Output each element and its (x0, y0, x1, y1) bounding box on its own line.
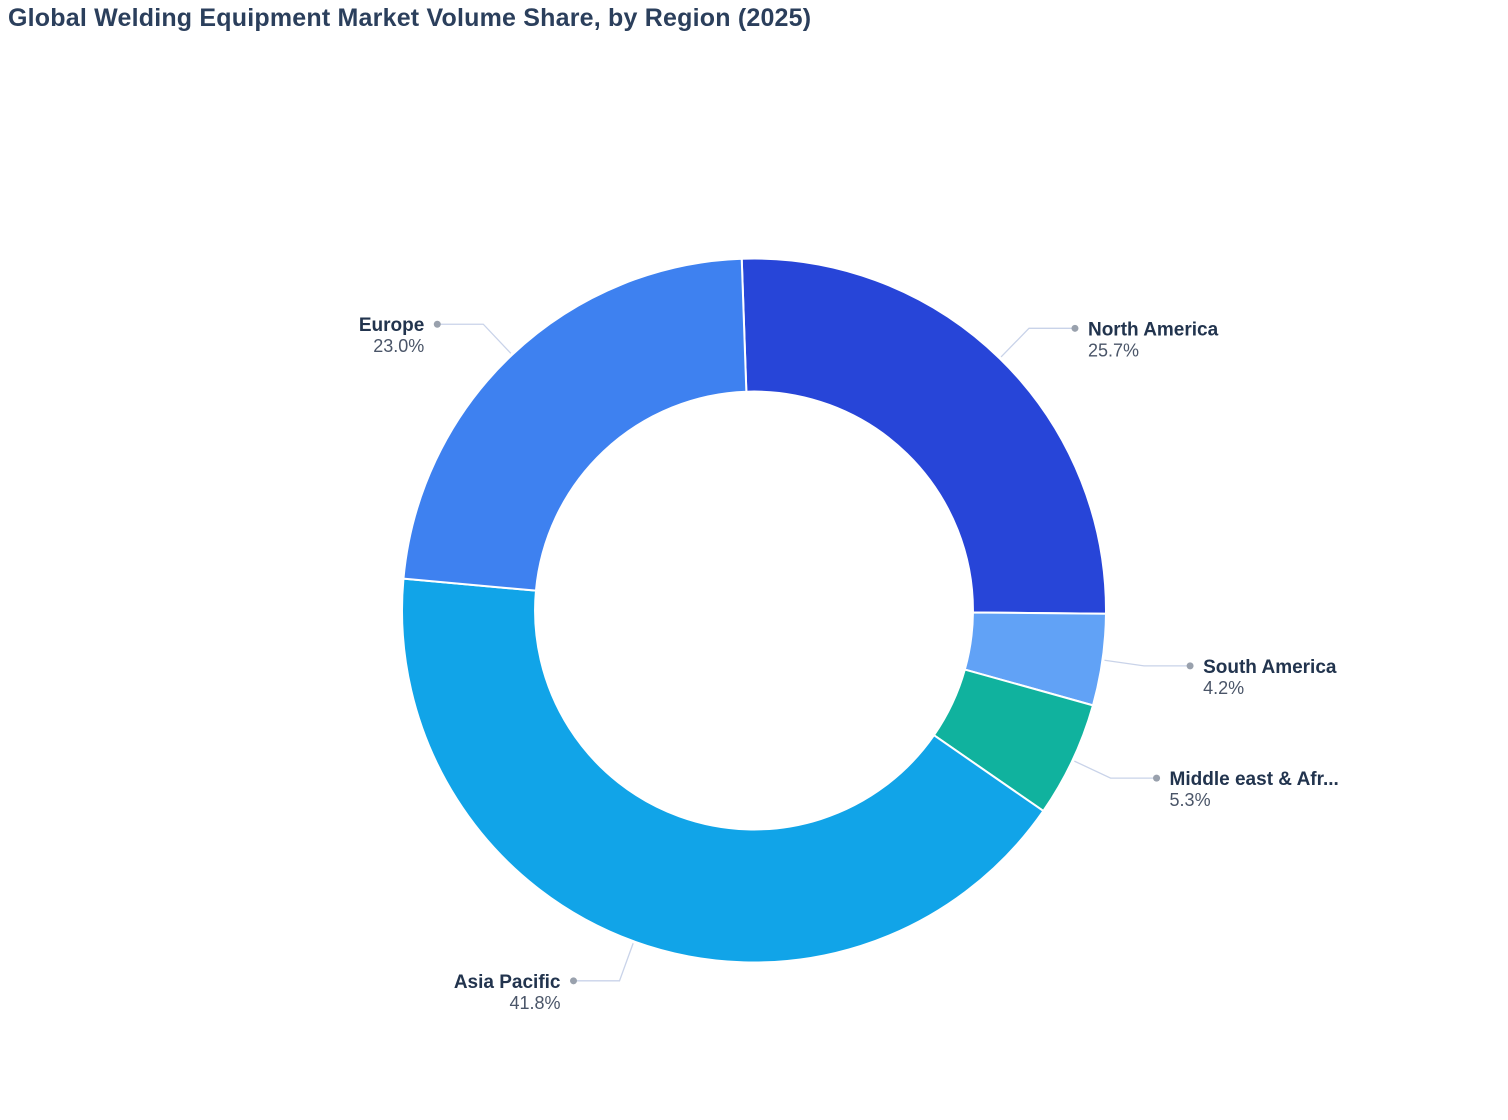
slice-value-europe: 23.0% (373, 336, 424, 356)
chart-title: Global Welding Equipment Market Volume S… (8, 4, 812, 32)
slice-value-south-america: 4.2% (1203, 678, 1244, 698)
slice-label-asia-pacific: Asia Pacific (454, 972, 561, 993)
leader-line-middle-east-afr (1074, 760, 1157, 779)
slice-label-north-america: North America (1088, 319, 1219, 340)
leader-line-asia-pacific (573, 943, 634, 982)
pie-slice-europe[interactable] (402, 257, 748, 592)
leader-dot-middle-east-afr (1153, 774, 1161, 782)
leader-line-europe (437, 323, 512, 354)
slice-value-middle-east-afr: 5.3% (1170, 790, 1211, 810)
slice-label-south-america: South America (1203, 657, 1337, 678)
leader-line-group (433, 320, 1194, 985)
pie-slice-north-america[interactable] (740, 257, 1107, 615)
slice-value-north-america: 25.7% (1088, 340, 1139, 360)
leader-dot-south-america (1186, 662, 1194, 670)
slice-label-middle-east-afr: Middle east & Afr... (1170, 769, 1339, 790)
pie-slice-group (401, 257, 1107, 964)
leader-dot-europe (433, 320, 441, 328)
slice-label-europe: Europe (359, 315, 424, 336)
leader-line-south-america (1104, 659, 1191, 667)
slice-value-asia-pacific: 41.8% (509, 993, 560, 1013)
leader-dot-asia-pacific (570, 977, 578, 985)
leader-line-north-america (1000, 327, 1075, 358)
pie-slice-asia-pacific[interactable] (401, 577, 1045, 964)
leader-dot-north-america (1071, 324, 1079, 332)
